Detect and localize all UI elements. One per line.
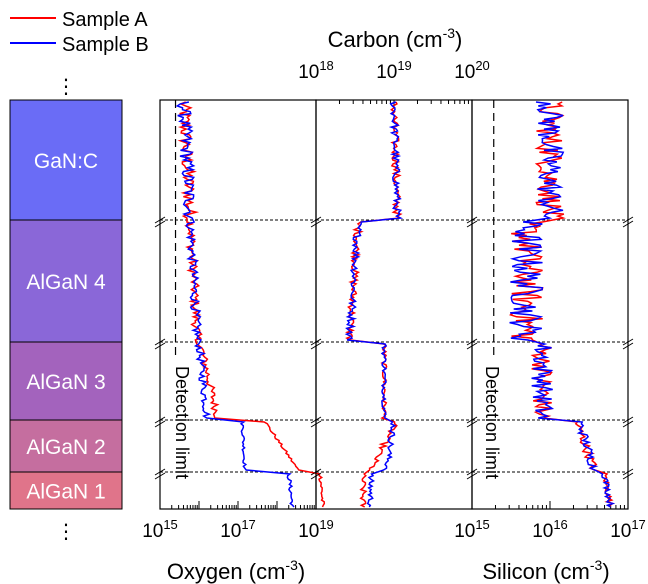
oxygen-series-sample-b xyxy=(175,101,295,508)
layer-label-0: GaN:C xyxy=(34,150,98,173)
silicon-axis-break-2 xyxy=(466,416,478,428)
panels: 1015 1017 1019 1018 1019 1020 1015 1016 1017 xyxy=(142,58,646,542)
silicon-series-sample-a xyxy=(509,101,615,508)
carbon-series-sample-a xyxy=(345,101,403,508)
detection-limit-label-silicon: Detection limit xyxy=(482,366,502,479)
carbon-axis-label: Carbon (cm-3) xyxy=(328,25,463,52)
carbon-frame xyxy=(315,99,473,510)
oxygen-axis-break-2 xyxy=(154,416,166,428)
layer-block-1 xyxy=(9,219,123,343)
silicon-tick-label-1: 1016 xyxy=(532,517,568,542)
silicon-axis-break-right-3 xyxy=(622,468,634,480)
layer-block-4 xyxy=(9,471,123,510)
oxygen-axis-label-end: ) xyxy=(298,559,305,584)
silicon-tick-label-2: 1017 xyxy=(610,517,646,542)
oxygen-tick-label-2: 1019 xyxy=(298,517,334,542)
legend-label-sample-b: Sample B xyxy=(62,34,149,56)
oxygen-panel: 1015 1017 1019 xyxy=(142,99,334,542)
layer-stack: GaN:C AlGaN 4 AlGaN 3 AlGaN 2 AlGaN 1 xyxy=(9,99,123,510)
oxygen-tick-label-1: 1017 xyxy=(220,517,256,542)
carbon-panel: 1018 1019 1020 xyxy=(298,58,490,510)
carbon-tick-label-0: 1018 xyxy=(298,58,334,83)
carbon-series-sample-b xyxy=(344,101,404,508)
layer-block-3 xyxy=(9,419,123,473)
oxygen-axis-label-exp: -3 xyxy=(285,557,298,573)
carbon-tick-label-1: 1019 xyxy=(376,58,412,83)
carbon-axis-break-2 xyxy=(310,416,322,428)
carbon-axis-break-0 xyxy=(310,216,322,228)
layer-label-3: AlGaN 2 xyxy=(26,436,105,459)
silicon-axis-break-right-1 xyxy=(622,338,634,350)
silicon-axis-break-1 xyxy=(466,338,478,350)
layer-label-2: AlGaN 3 xyxy=(26,371,105,394)
silicon-axis-break-3 xyxy=(466,468,478,480)
oxygen-axis-label: Oxygen (cm-3) xyxy=(167,557,305,584)
oxygen-axis-break-0 xyxy=(154,216,166,228)
oxygen-axis-break-1 xyxy=(154,338,166,350)
silicon-series-sample-b xyxy=(509,101,616,508)
layer-block-0 xyxy=(9,99,123,221)
carbon-axis-break-1 xyxy=(310,338,322,350)
silicon-axis-break-right-0 xyxy=(622,216,634,228)
carbon-axis-label-exp: -3 xyxy=(443,25,456,41)
silicon-axis-label-main: Silicon (cm xyxy=(482,559,590,584)
oxygen-series-sample-a xyxy=(177,101,326,508)
silicon-axis-label-end: ) xyxy=(602,559,609,584)
silicon-axis-label: Silicon (cm-3) xyxy=(482,557,609,584)
legend-label-sample-a: Sample A xyxy=(62,9,148,31)
carbon-axis-label-main: Carbon (cm xyxy=(328,27,443,52)
silicon-axis-break-right-2 xyxy=(622,416,634,428)
silicon-tick-label-0: 1015 xyxy=(454,517,490,542)
layer-label-1: AlGaN 4 xyxy=(26,271,106,294)
oxygen-axis-label-main: Oxygen (cm xyxy=(167,559,286,584)
silicon-panel: 1015 1016 1017 xyxy=(454,99,646,542)
layer-label-4: AlGaN 1 xyxy=(26,481,105,504)
legend: Sample A Sample B ⋮ xyxy=(10,9,149,98)
layer-block-2 xyxy=(9,341,123,421)
detection-limit-label-oxygen: Detection limit xyxy=(172,366,192,479)
oxygen-axis-break-3 xyxy=(154,468,166,480)
legend-ellipsis: ⋮ xyxy=(56,76,76,98)
silicon-axis-break-0 xyxy=(466,216,478,228)
silicon-axis-label-exp: -3 xyxy=(590,557,603,573)
stack-ellipsis-bottom: ⋮ xyxy=(56,521,76,543)
carbon-axis-break-3 xyxy=(310,468,322,480)
carbon-tick-label-2: 1020 xyxy=(454,58,490,83)
oxygen-tick-label-0: 1015 xyxy=(142,517,178,542)
carbon-axis-label-end: ) xyxy=(455,27,462,52)
